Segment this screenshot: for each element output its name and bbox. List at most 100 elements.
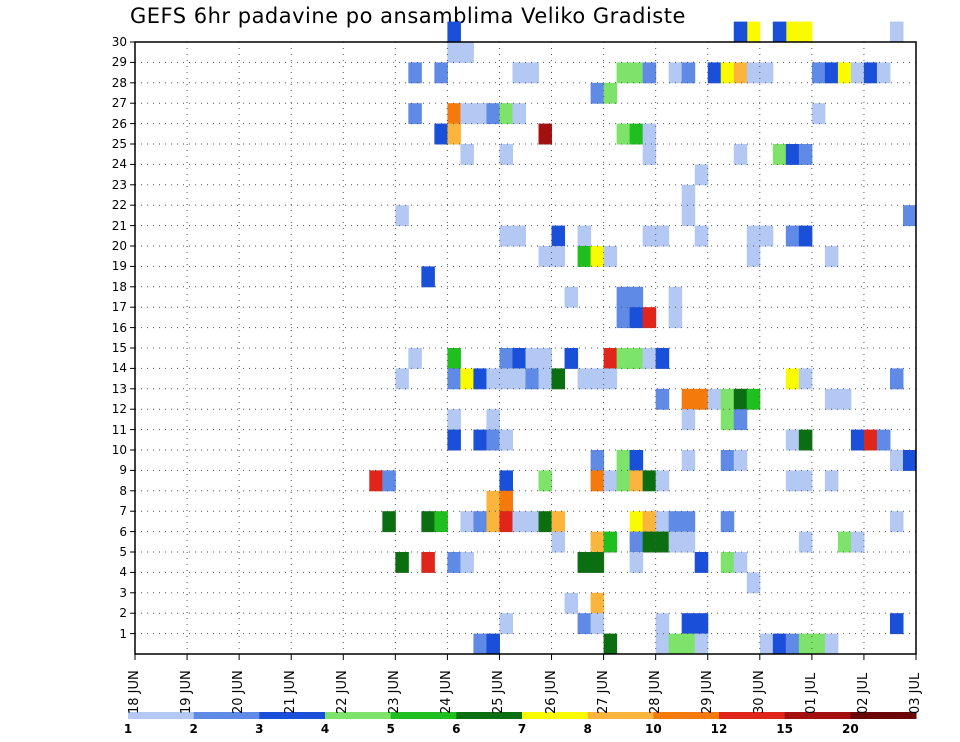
heatmap-cell xyxy=(746,225,761,247)
heatmap-cell xyxy=(486,633,500,655)
heatmap-cell xyxy=(629,348,644,369)
x-tick-label: 02 JUL xyxy=(855,672,871,714)
heatmap-cell xyxy=(668,531,683,553)
y-tick-label: 18 xyxy=(111,279,127,294)
heatmap-cell xyxy=(603,531,618,553)
y-tick-label: 21 xyxy=(111,218,127,233)
heatmap-cell xyxy=(811,633,826,655)
y-tick-label: 19 xyxy=(111,259,127,274)
heatmap-cell xyxy=(499,225,513,247)
heatmap-cell xyxy=(889,368,904,390)
heatmap-cell xyxy=(603,368,618,390)
legend-swatch xyxy=(325,712,392,719)
heatmap-cell xyxy=(590,450,605,471)
heatmap-cell xyxy=(850,429,865,451)
heatmap-cell xyxy=(655,633,670,655)
heatmap-cell xyxy=(824,246,839,267)
heatmap-cell xyxy=(616,307,631,329)
y-tick-label: 23 xyxy=(111,177,127,192)
legend-label: 20 xyxy=(841,722,859,736)
heatmap-cell xyxy=(759,225,774,247)
y-tick-label: 3 xyxy=(119,585,127,600)
axis-ticks xyxy=(130,41,917,660)
heatmap-cell xyxy=(837,388,852,410)
heatmap-cell xyxy=(681,633,696,655)
heatmap-cell xyxy=(590,613,605,635)
heatmap-cell xyxy=(629,307,644,329)
heatmap-cell xyxy=(642,470,657,492)
heatmap-cell xyxy=(655,388,670,410)
heatmap-cell xyxy=(473,633,487,655)
heatmap-cell xyxy=(473,429,487,451)
heatmap-cell xyxy=(629,286,644,308)
heatmap-cell xyxy=(629,123,644,145)
y-tick-label: 1 xyxy=(119,626,127,641)
heatmap-cell xyxy=(642,123,657,145)
heatmap-cell xyxy=(798,225,813,247)
y-tick-label: 28 xyxy=(111,75,127,90)
heatmap-cell xyxy=(421,266,435,288)
heatmap-cell xyxy=(629,552,644,573)
legend xyxy=(128,712,917,719)
heatmap-cell xyxy=(655,511,670,533)
heatmap-cell xyxy=(577,225,592,247)
x-tick-label: 28 JUN xyxy=(647,670,663,714)
heatmap-cell xyxy=(655,225,670,247)
heatmap-cell xyxy=(655,531,670,553)
x-tick-label: 18 JUN xyxy=(127,670,142,714)
legend-swatch xyxy=(128,712,195,719)
heatmap-cell xyxy=(499,348,513,369)
y-tick-label: 6 xyxy=(119,524,127,539)
heatmap-cell xyxy=(720,511,735,533)
heatmap-cell xyxy=(369,470,383,492)
heatmap-cell xyxy=(447,21,461,43)
heatmap-cell xyxy=(447,348,461,369)
heatmap-cell xyxy=(382,511,396,533)
legend-swatch xyxy=(653,712,720,719)
heatmap-cell xyxy=(720,409,735,431)
y-tick-label: 10 xyxy=(111,443,127,457)
heatmap-cell xyxy=(642,225,657,247)
heatmap-cell xyxy=(759,62,774,84)
x-tick-label: 27 JUN xyxy=(595,670,611,714)
y-tick-label: 4 xyxy=(119,565,127,580)
heatmap-cell xyxy=(824,62,839,84)
heatmap-cell xyxy=(538,348,553,369)
heatmap-cell xyxy=(603,633,618,655)
heatmap-cell xyxy=(772,21,787,43)
legend-swatch xyxy=(259,712,326,719)
heatmap-cell xyxy=(681,531,696,553)
heatmap-cell xyxy=(681,388,696,410)
heatmap-cell xyxy=(850,62,865,84)
heatmap-cell xyxy=(746,246,761,267)
heatmap-cell xyxy=(720,388,735,410)
heatmap-cell xyxy=(460,103,474,125)
y-tick-label: 5 xyxy=(119,545,127,559)
legend-label: 5 xyxy=(386,722,395,736)
heatmap-cell xyxy=(746,62,761,84)
heatmap-cell xyxy=(590,470,605,492)
heatmap-cell xyxy=(447,409,461,431)
legend-swatch xyxy=(784,712,851,719)
heatmap-cell xyxy=(798,429,813,451)
heatmap-cell xyxy=(434,511,448,533)
heatmap-cell xyxy=(616,348,631,369)
heatmap-cell xyxy=(590,246,605,267)
heatmap-cell xyxy=(746,388,761,410)
heatmap-cell xyxy=(590,82,605,104)
heatmap-cell xyxy=(408,62,422,84)
heatmap-cell xyxy=(889,613,904,635)
heatmap-cell xyxy=(590,552,605,573)
heatmap-cell xyxy=(720,450,735,471)
heatmap-cell xyxy=(798,144,813,165)
heatmap-cell xyxy=(486,409,500,431)
heatmap-cell xyxy=(629,531,644,553)
heatmap-cell xyxy=(460,368,474,390)
heatmap-cell xyxy=(486,429,500,451)
heatmap-cell xyxy=(421,511,435,533)
x-tick-label: 23 JUN xyxy=(387,670,403,714)
heatmap-cell xyxy=(577,613,592,635)
heatmap-cell xyxy=(408,348,422,369)
x-tick-label: 20 JUN xyxy=(231,670,247,714)
x-tick-label: 19 JUN xyxy=(179,670,195,714)
